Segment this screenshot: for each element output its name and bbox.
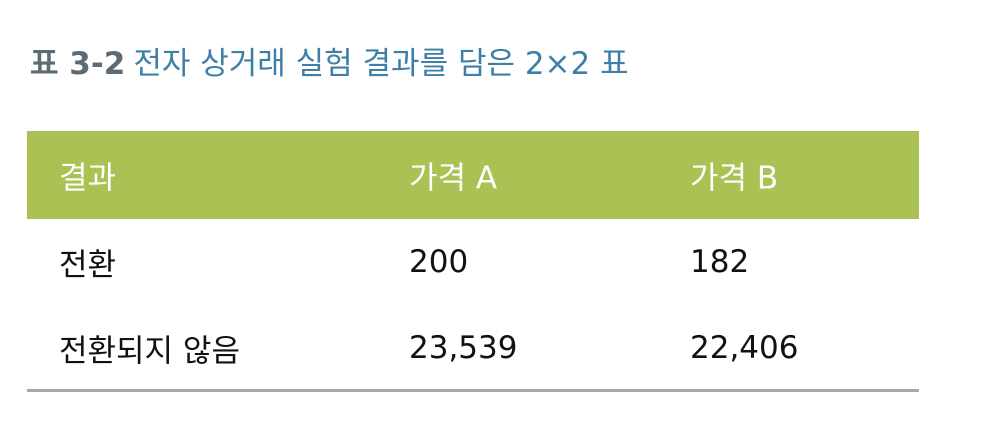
table-bottom-rule: [27, 389, 919, 392]
table-title: 전자 상거래 실험 결과를 담은 2×2 표: [133, 46, 629, 82]
cell-price-b: 182: [690, 244, 750, 280]
table-header-row: 결과 가격 A 가격 B: [27, 131, 919, 219]
cell-price-a: 23,539: [409, 330, 518, 366]
header-cell-result: 결과: [59, 160, 117, 197]
header-cell-price-b: 가격 B: [690, 160, 779, 197]
cell-price-a: 200: [409, 244, 469, 280]
table-caption: 표 3-2 전자 상거래 실험 결과를 담은 2×2 표: [30, 42, 629, 86]
row-label: 전환: [59, 247, 117, 284]
table-row: 전환되지 않음 23,539 22,406: [27, 305, 919, 391]
table-number: 표 3-2: [30, 46, 126, 82]
row-label: 전환되지 않음: [59, 333, 240, 370]
table-row: 전환 200 182: [27, 219, 919, 305]
cell-price-b: 22,406: [690, 330, 799, 366]
header-cell-price-a: 가격 A: [409, 160, 498, 197]
data-table: 결과 가격 A 가격 B 전환 200 182 전환되지 않음 23,539 2…: [27, 131, 919, 391]
